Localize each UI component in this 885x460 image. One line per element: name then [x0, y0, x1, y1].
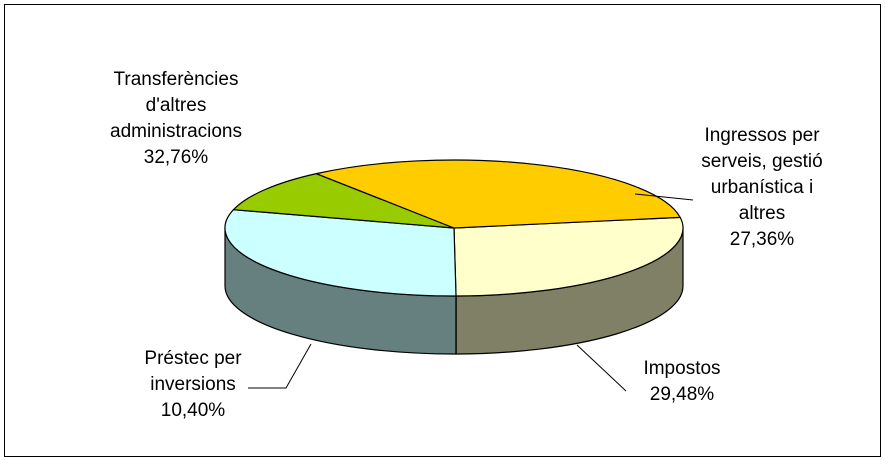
slice-label-line: d'altres	[146, 95, 207, 116]
slice-value-label: 32,76%	[144, 147, 209, 168]
slice-label-line: Préstec per	[144, 348, 242, 369]
slice-label-line: administracions	[110, 121, 242, 142]
slice-label-line: serveis, gestió	[701, 151, 822, 172]
pie-slice-prestec-per-inversions	[232, 173, 455, 229]
slice-label-line: Ingressos per	[704, 125, 820, 146]
pie-slice-impostos	[224, 209, 457, 297]
slice-label-line: inversions	[150, 374, 236, 395]
slice-label-line: urbanística i	[711, 177, 813, 198]
leader-line-impostos	[576, 344, 627, 392]
slice-label-prestec-per-inversions: Préstec per inversions 10,40%	[144, 348, 242, 421]
slice-value-label: 27,36%	[730, 229, 795, 250]
slice-value-label: 10,40%	[161, 400, 226, 421]
slice-label-line: altres	[739, 203, 785, 224]
slice-label-ingressos-per-serveis-gestio-urbanistica-i-altres: Ingressos per serveis, gestió urbanística …	[701, 125, 822, 250]
leader-line-ingressos-per-serveis-gestio-urbanistica-i-altres	[634, 193, 694, 201]
pie-slice-transferencies-d-altres-administracions	[315, 159, 681, 229]
slice-label-line: Transferències	[114, 69, 239, 90]
slice-label-line: Impostos	[643, 358, 720, 379]
slice-value-label: 29,48%	[650, 384, 715, 405]
leader-line-prestec-per-inversions	[248, 343, 312, 389]
slice-label-impostos: Impostos 29,48%	[643, 358, 720, 405]
pie-slice-ingressos-per-serveis-gestio-urbanistica-i-altres	[453, 216, 684, 297]
pie-chart: Ingressos per serveis, gestió urbanística …	[110, 69, 823, 421]
slice-labels: Ingressos per serveis, gestió urbanística …	[110, 69, 823, 421]
leader-lines	[248, 193, 694, 392]
chart-frame: Ingressos per serveis, gestió urbanística …	[4, 4, 881, 457]
slice-label-transferencies-d-altres-administracions: Transferències d'altres administracions 32,…	[110, 69, 242, 168]
pie-tops	[224, 159, 684, 297]
